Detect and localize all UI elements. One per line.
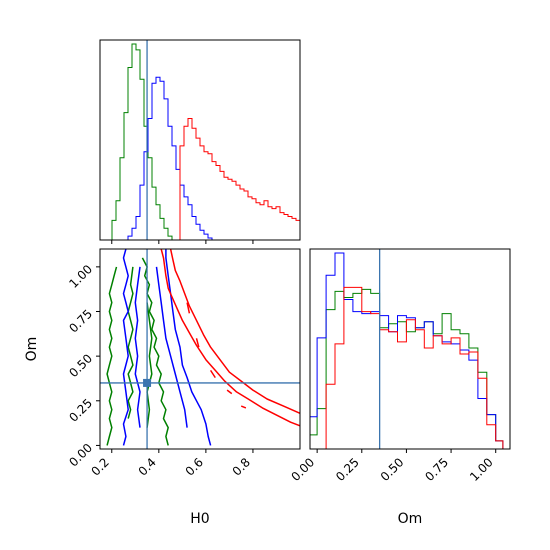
contour-line-series-2 [169,249,300,414]
contour-line-series-1 [165,249,212,446]
contour-frame [99,248,301,450]
contour-line-series-2 [209,369,216,379]
contour-line-series-2 [240,405,247,409]
contour-line-series-2 [186,302,191,314]
hist-om-frame [309,248,511,450]
contour-line-series-0 [146,302,153,428]
contour-ylabel: Om [24,337,40,362]
contour-line-series-2 [160,249,300,427]
contour-truth-marker [143,378,152,387]
hist-h0-frame [99,39,301,241]
contour-line-series-2 [195,338,200,348]
hist-om-series-2 [310,286,510,450]
contour-line-series-0 [127,266,134,419]
hist-om-xlabel: Om [398,511,423,527]
contour-lines [106,249,300,446]
contour-line-series-1 [122,249,129,446]
contour-line-series-1 [134,266,141,428]
contour-line-series-2 [226,389,233,395]
contour-line-series-0 [141,257,169,446]
contour-xlabel: H0 [190,511,209,527]
contour-line-series-1 [155,266,188,428]
contour-line-series-0 [106,266,118,446]
